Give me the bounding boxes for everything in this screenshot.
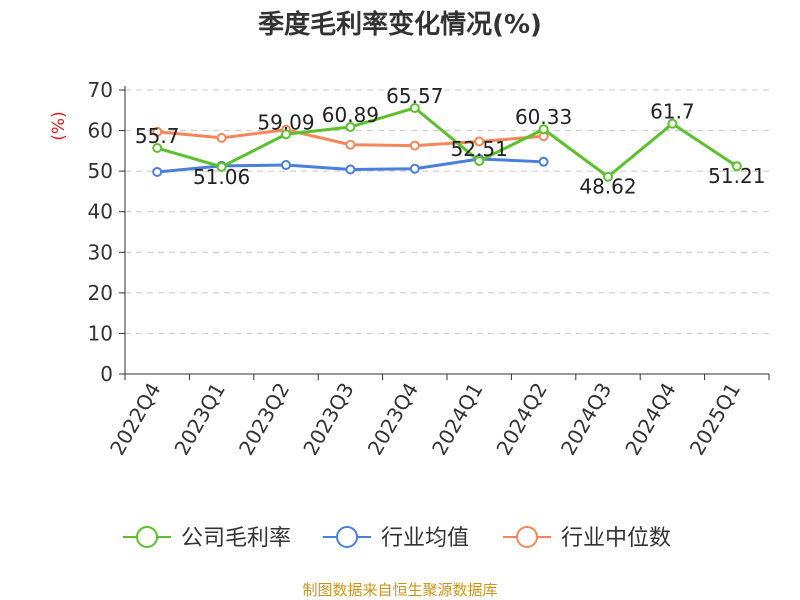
x-tick-label: 2024Q4 <box>620 379 680 460</box>
y-tick-label: 20 <box>88 281 113 305</box>
x-tick-label: 2023Q4 <box>363 379 423 460</box>
data-label: 48.62 <box>579 175 636 199</box>
y-tick-label: 30 <box>88 240 113 264</box>
x-tick-label: 2022Q4 <box>105 379 165 460</box>
data-point[interactable] <box>474 155 485 166</box>
data-label: 60.33 <box>515 105 572 129</box>
x-tick-label: 2023Q1 <box>169 379 229 460</box>
series-lines <box>152 102 742 182</box>
data-point[interactable] <box>474 136 485 147</box>
legend-marker <box>336 526 358 548</box>
legend-label: 行业中位数 <box>561 526 671 551</box>
data-point[interactable] <box>281 129 291 140</box>
data-point[interactable] <box>409 163 420 174</box>
data-label: 65.57 <box>386 84 443 108</box>
legend-label: 行业均值 <box>381 526 469 551</box>
data-point[interactable] <box>409 102 420 113</box>
x-tick-label: 2024Q3 <box>556 379 616 460</box>
data-point[interactable] <box>216 161 227 172</box>
data-point[interactable] <box>152 126 163 137</box>
data-labels: 55.7 51.06 59.09 60.89 65.57 52.51 60.33 48.62 6… <box>135 84 765 199</box>
data-label: 52.51 <box>451 137 508 161</box>
data-label: 51.21 <box>708 164 765 188</box>
data-point[interactable] <box>603 171 613 182</box>
data-point[interactable] <box>216 132 227 143</box>
legend-marker <box>136 526 158 548</box>
y-tick-label: 50 <box>88 159 113 183</box>
chart-title: 季度毛利率变化情况(%) <box>258 9 542 40</box>
data-point[interactable] <box>345 164 356 175</box>
source-note: 制图数据来自恒生聚源数据库 <box>302 581 497 599</box>
x-tick-label: 2023Q3 <box>298 379 358 460</box>
data-point[interactable] <box>538 156 549 167</box>
series-line <box>156 106 738 179</box>
y-tick-label: 10 <box>88 321 113 345</box>
x-tick-label: 2024Q1 <box>427 379 487 460</box>
data-label: 51.06 <box>193 165 250 189</box>
y-tick-label: 60 <box>88 119 113 143</box>
data-point[interactable] <box>345 139 356 150</box>
data-point[interactable] <box>152 166 163 177</box>
data-point[interactable] <box>152 143 163 154</box>
x-tick-label: 2023Q2 <box>234 379 294 460</box>
data-point[interactable] <box>345 121 356 132</box>
x-tick-label: 2024Q2 <box>491 379 551 460</box>
series-0 <box>152 102 742 182</box>
legend-marker <box>516 526 538 548</box>
data-point[interactable] <box>667 118 678 129</box>
legend-item[interactable]: 行业均值 <box>323 526 469 551</box>
y-tick-label: 40 <box>88 200 113 224</box>
legend[interactable]: 公司毛利率 行业均值 行业中位数 <box>123 526 671 551</box>
legend-label: 公司毛利率 <box>181 526 291 551</box>
y-axis-unit-label: (%) <box>49 111 69 140</box>
data-point[interactable] <box>281 160 291 171</box>
data-point[interactable] <box>538 124 549 135</box>
legend-item[interactable]: 公司毛利率 <box>123 526 291 551</box>
data-label: 60.89 <box>322 103 379 127</box>
data-label: 59.09 <box>257 110 314 134</box>
x-tick-label: 2025Q1 <box>685 379 745 460</box>
legend-item[interactable]: 行业中位数 <box>503 526 671 551</box>
data-label: 61.7 <box>650 100 695 124</box>
gridlines <box>125 89 769 334</box>
data-point[interactable] <box>731 161 742 172</box>
data-point[interactable] <box>409 140 420 151</box>
y-tick-label: 0 <box>100 362 113 386</box>
data-label: 55.7 <box>135 124 180 148</box>
y-tick-label: 70 <box>88 78 113 102</box>
